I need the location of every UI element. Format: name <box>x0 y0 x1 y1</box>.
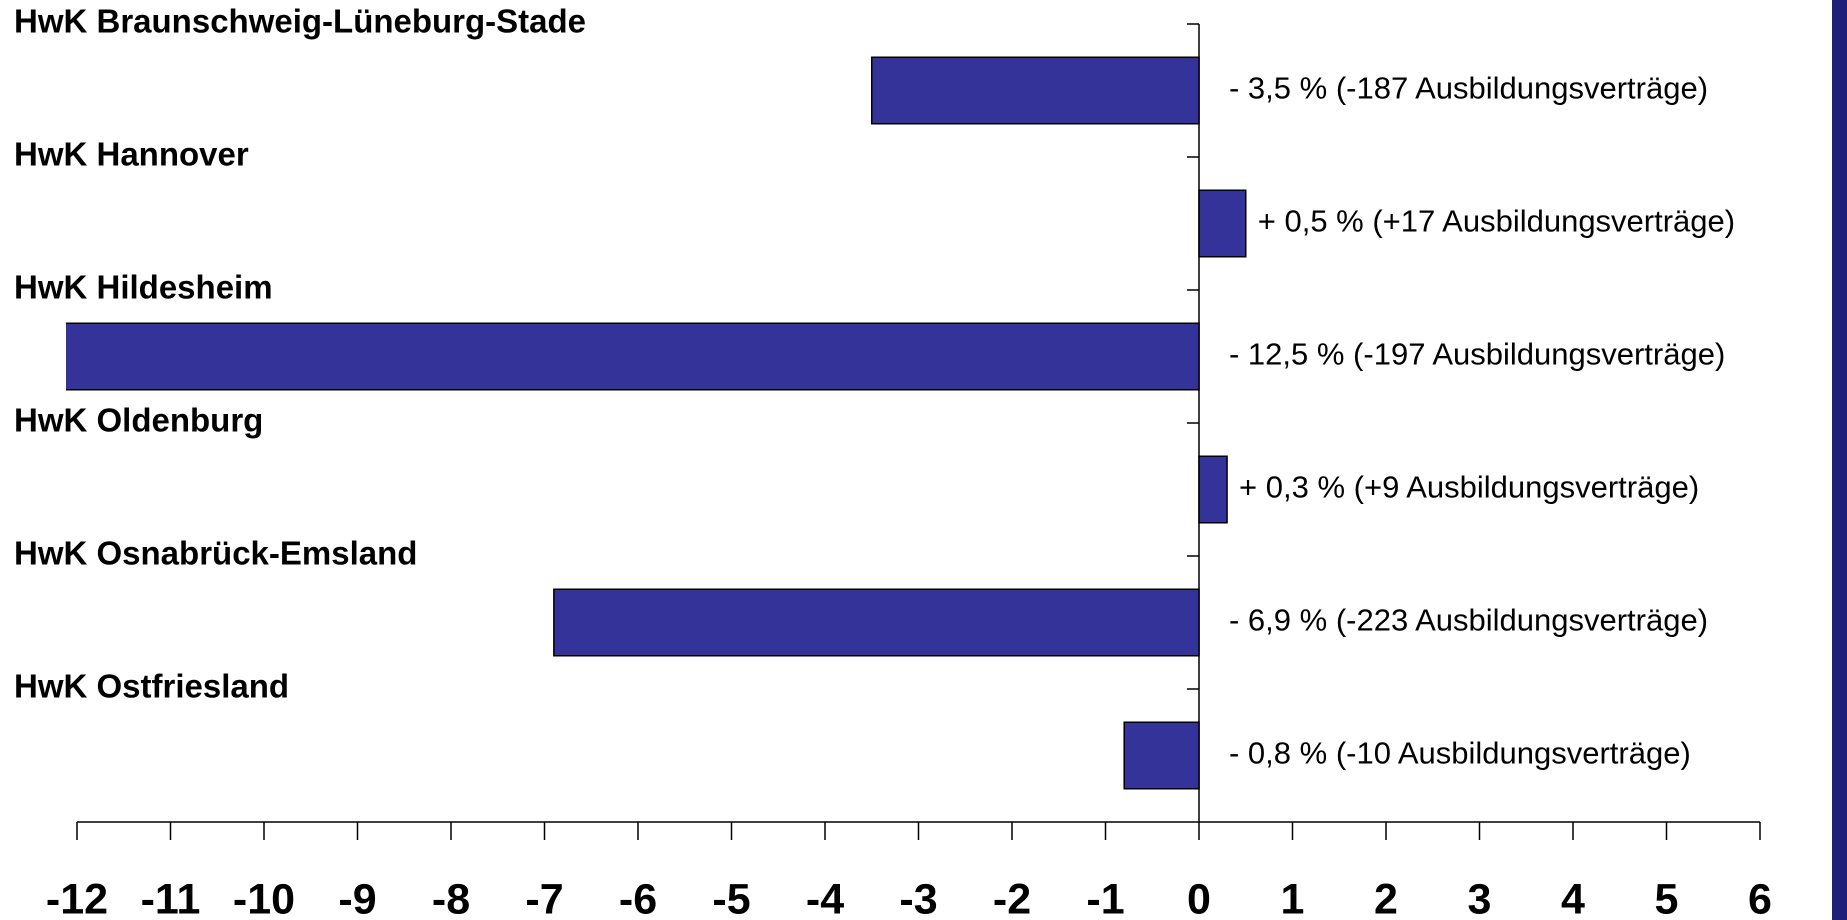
x-tick-label: -7 <box>525 875 563 920</box>
value-label: + 0,5 % (+17 Ausbildungsverträge) <box>1258 204 1735 239</box>
value-label: - 0,8 % (-10 Ausbildungsverträge) <box>1229 736 1691 771</box>
x-tick-label: 3 <box>1468 875 1492 920</box>
value-label: - 12,5 % (-197 Ausbildungsverträge) <box>1229 337 1725 372</box>
x-tick-label: 2 <box>1374 875 1398 920</box>
category-label: HwK Braunschweig-Lüneburg-Stade <box>14 3 586 40</box>
x-tick-label: -2 <box>993 875 1031 920</box>
x-tick-label: -10 <box>233 875 295 920</box>
value-label: - 6,9 % (-223 Ausbildungsverträge) <box>1229 603 1708 638</box>
x-tick-label: -4 <box>806 875 844 920</box>
x-tick-label: -5 <box>712 875 750 920</box>
x-tick-label: 1 <box>1281 875 1305 920</box>
bar <box>871 56 1200 125</box>
bar <box>66 322 1200 391</box>
x-tick-label: -1 <box>1086 875 1124 920</box>
category-label: HwK Osnabrück-Emsland <box>14 535 417 572</box>
category-label: HwK Oldenburg <box>14 402 263 439</box>
value-label: + 0,3 % (+9 Ausbildungsverträge) <box>1239 470 1699 505</box>
side-strip <box>1832 0 1847 920</box>
x-tick-label: 4 <box>1561 875 1585 920</box>
x-tick-label: -9 <box>338 875 376 920</box>
category-label: HwK Hildesheim <box>14 269 273 306</box>
value-label: - 3,5 % (-187 Ausbildungsverträge) <box>1229 71 1708 106</box>
bar <box>1198 455 1228 524</box>
bar <box>1198 189 1247 258</box>
x-tick-label: 5 <box>1655 875 1679 920</box>
x-tick-label: -8 <box>432 875 470 920</box>
bar <box>553 588 1200 657</box>
bar <box>1123 721 1200 790</box>
x-tick-label: -3 <box>899 875 937 920</box>
x-tick-label: -6 <box>619 875 657 920</box>
category-label: HwK Ostfriesland <box>14 668 289 705</box>
x-tick-label: 6 <box>1748 875 1772 920</box>
x-tick-label: -12 <box>46 875 108 920</box>
x-tick-label: -11 <box>141 875 201 920</box>
category-label: HwK Hannover <box>14 136 249 173</box>
x-tick-label: 0 <box>1187 875 1211 920</box>
